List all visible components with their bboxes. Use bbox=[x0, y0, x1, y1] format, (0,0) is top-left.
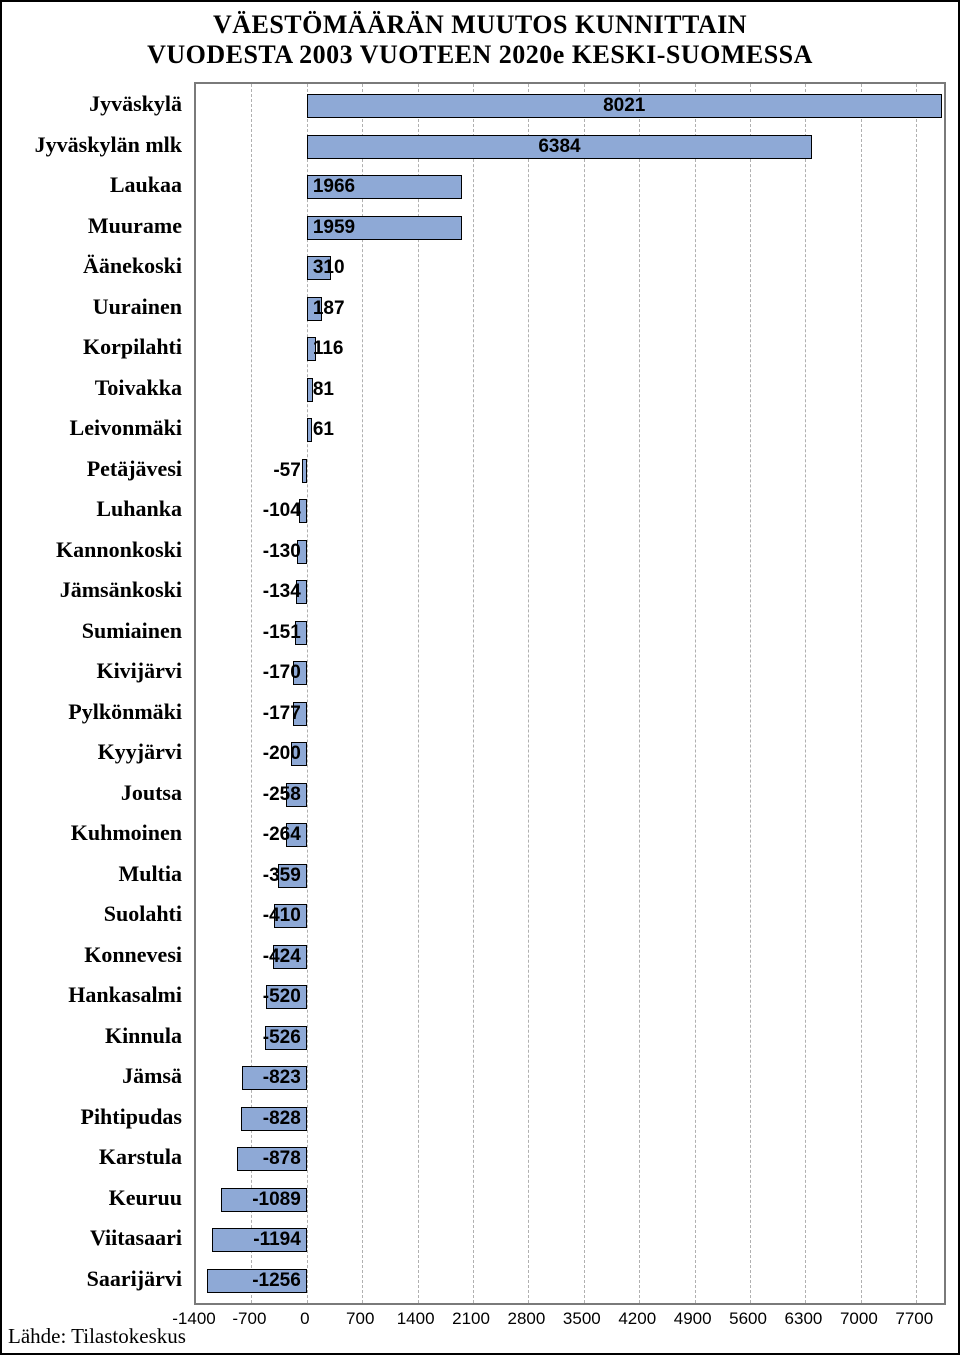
grid-line bbox=[639, 84, 640, 1303]
bar-value-label: -130 bbox=[263, 541, 301, 563]
grid-line bbox=[750, 84, 751, 1303]
y-axis-label: Toivakka bbox=[95, 375, 182, 401]
y-axis-label: Kinnula bbox=[105, 1023, 182, 1049]
y-axis-label: Kannonkoski bbox=[56, 537, 182, 563]
title-line-2: VUODESTA 2003 VUOTEEN 2020e KESKI-SUOMES… bbox=[12, 40, 948, 70]
bar-value-label: -104 bbox=[263, 500, 301, 522]
bar bbox=[307, 418, 312, 442]
grid-line bbox=[418, 84, 419, 1303]
x-axis: -1400-7000700140021002800350042004900560… bbox=[194, 1309, 946, 1331]
x-tick-label: 7700 bbox=[895, 1309, 933, 1329]
bar-value-label: 6384 bbox=[538, 136, 580, 158]
x-tick-label: 4200 bbox=[618, 1309, 656, 1329]
bar-value-label: -1089 bbox=[252, 1189, 301, 1211]
grid-line bbox=[362, 84, 363, 1303]
bar-value-label: -258 bbox=[263, 784, 301, 806]
bar-value-label: -410 bbox=[263, 905, 301, 927]
x-tick-label: 7000 bbox=[840, 1309, 878, 1329]
x-tick-label: -700 bbox=[232, 1309, 266, 1329]
y-axis-label: Suolahti bbox=[104, 901, 182, 927]
y-axis-label: Hankasalmi bbox=[68, 982, 182, 1008]
grid-line bbox=[584, 84, 585, 1303]
grid-line bbox=[695, 84, 696, 1303]
bar-value-label: -1194 bbox=[253, 1229, 301, 1251]
plot-area: 8021 6384 1966 1959 310 187 116 81 61 -57 -104 -130… bbox=[194, 82, 946, 1305]
chart-title: VÄESTÖMÄÄRÄN MUUTOS KUNNITTAIN VUODESTA … bbox=[2, 2, 958, 74]
y-axis-label: Kivijärvi bbox=[96, 658, 182, 684]
y-axis-label: Petäjävesi bbox=[87, 456, 182, 482]
y-axis-label: Pylkönmäki bbox=[68, 699, 182, 725]
bar-value-label: 61 bbox=[313, 419, 334, 441]
bar-value-label: 310 bbox=[313, 257, 345, 279]
bar-value-label: -823 bbox=[263, 1067, 301, 1089]
x-tick-label: 2100 bbox=[452, 1309, 490, 1329]
y-axis-label: Uurainen bbox=[93, 294, 182, 320]
y-axis-label: Jyväskylä bbox=[89, 91, 182, 117]
chart-page: VÄESTÖMÄÄRÄN MUUTOS KUNNITTAIN VUODESTA … bbox=[0, 0, 960, 1355]
y-axis-label: Karstula bbox=[99, 1144, 182, 1170]
y-axis-label: Kuhmoinen bbox=[71, 820, 182, 846]
y-axis-label: Leivonmäki bbox=[70, 415, 182, 441]
y-axis-labels: Jyväskylä Jyväskylän mlk Laukaa Muurame Ääne… bbox=[2, 82, 190, 1305]
y-axis-label: Multia bbox=[118, 861, 182, 887]
y-axis-label: Joutsa bbox=[121, 780, 182, 806]
bar-value-label: -134 bbox=[263, 581, 301, 603]
y-axis-label: Luhanka bbox=[96, 496, 182, 522]
x-tick-label: 5600 bbox=[729, 1309, 767, 1329]
y-axis-label: Korpilahti bbox=[83, 334, 182, 360]
y-axis-label: Keuruu bbox=[109, 1185, 182, 1211]
chart-area: Jyväskylä Jyväskylän mlk Laukaa Muurame Ääne… bbox=[2, 82, 958, 1305]
bar-value-label: -359 bbox=[263, 865, 301, 887]
grid-line bbox=[528, 84, 529, 1303]
bar-value-label: -520 bbox=[263, 986, 301, 1008]
bar-value-label: 1966 bbox=[313, 176, 355, 198]
bar-value-label: 1959 bbox=[313, 217, 355, 239]
x-tick-label: 3500 bbox=[563, 1309, 601, 1329]
y-axis-label: Laukaa bbox=[110, 172, 182, 198]
bar-value-label: -151 bbox=[263, 622, 301, 644]
bar-value-label: -57 bbox=[273, 460, 300, 482]
x-tick-label: 700 bbox=[346, 1309, 374, 1329]
y-axis-label: Saarijärvi bbox=[87, 1266, 182, 1292]
x-tick-label: 1400 bbox=[397, 1309, 435, 1329]
y-axis-label: Muurame bbox=[88, 213, 182, 239]
grid-line bbox=[805, 84, 806, 1303]
x-tick-label: 4900 bbox=[674, 1309, 712, 1329]
y-axis-label: Sumiainen bbox=[82, 618, 182, 644]
grid-line bbox=[473, 84, 474, 1303]
y-axis-label: Kyyjärvi bbox=[98, 739, 182, 765]
x-tick-label: 6300 bbox=[785, 1309, 823, 1329]
bar-value-label: -526 bbox=[263, 1027, 301, 1049]
y-axis-label: Konnevesi bbox=[84, 942, 182, 968]
x-tick-label: 0 bbox=[300, 1309, 309, 1329]
bar-value-label: 8021 bbox=[603, 95, 645, 117]
y-axis-label: Viitasaari bbox=[90, 1225, 182, 1251]
x-tick-label: 2800 bbox=[508, 1309, 546, 1329]
bar-value-label: -878 bbox=[263, 1148, 301, 1170]
bar-value-label: -424 bbox=[263, 946, 301, 968]
bar-value-label: -200 bbox=[263, 743, 301, 765]
bar-value-label: -264 bbox=[263, 824, 301, 846]
y-axis-label: Jämsä bbox=[122, 1063, 182, 1089]
bar-value-label: -828 bbox=[263, 1108, 301, 1130]
y-axis-label: Jyväskylän mlk bbox=[35, 132, 182, 158]
bar-value-label: -177 bbox=[263, 703, 301, 725]
bar-value-label: 81 bbox=[313, 379, 334, 401]
grid-line bbox=[916, 84, 917, 1303]
bar-value-label: -1256 bbox=[252, 1270, 301, 1292]
y-axis-label: Pihtipudas bbox=[81, 1104, 183, 1130]
bar bbox=[302, 459, 307, 483]
title-line-1: VÄESTÖMÄÄRÄN MUUTOS KUNNITTAIN bbox=[12, 10, 948, 40]
source-label: Lähde: Tilastokeskus bbox=[8, 1324, 186, 1349]
bar-value-label: -170 bbox=[263, 662, 301, 684]
y-axis-label: Jämsänkoski bbox=[60, 577, 182, 603]
bar-value-label: 116 bbox=[313, 338, 344, 360]
y-axis-label: Äänekoski bbox=[83, 253, 182, 279]
grid-line bbox=[861, 84, 862, 1303]
bar-value-label: 187 bbox=[313, 298, 345, 320]
